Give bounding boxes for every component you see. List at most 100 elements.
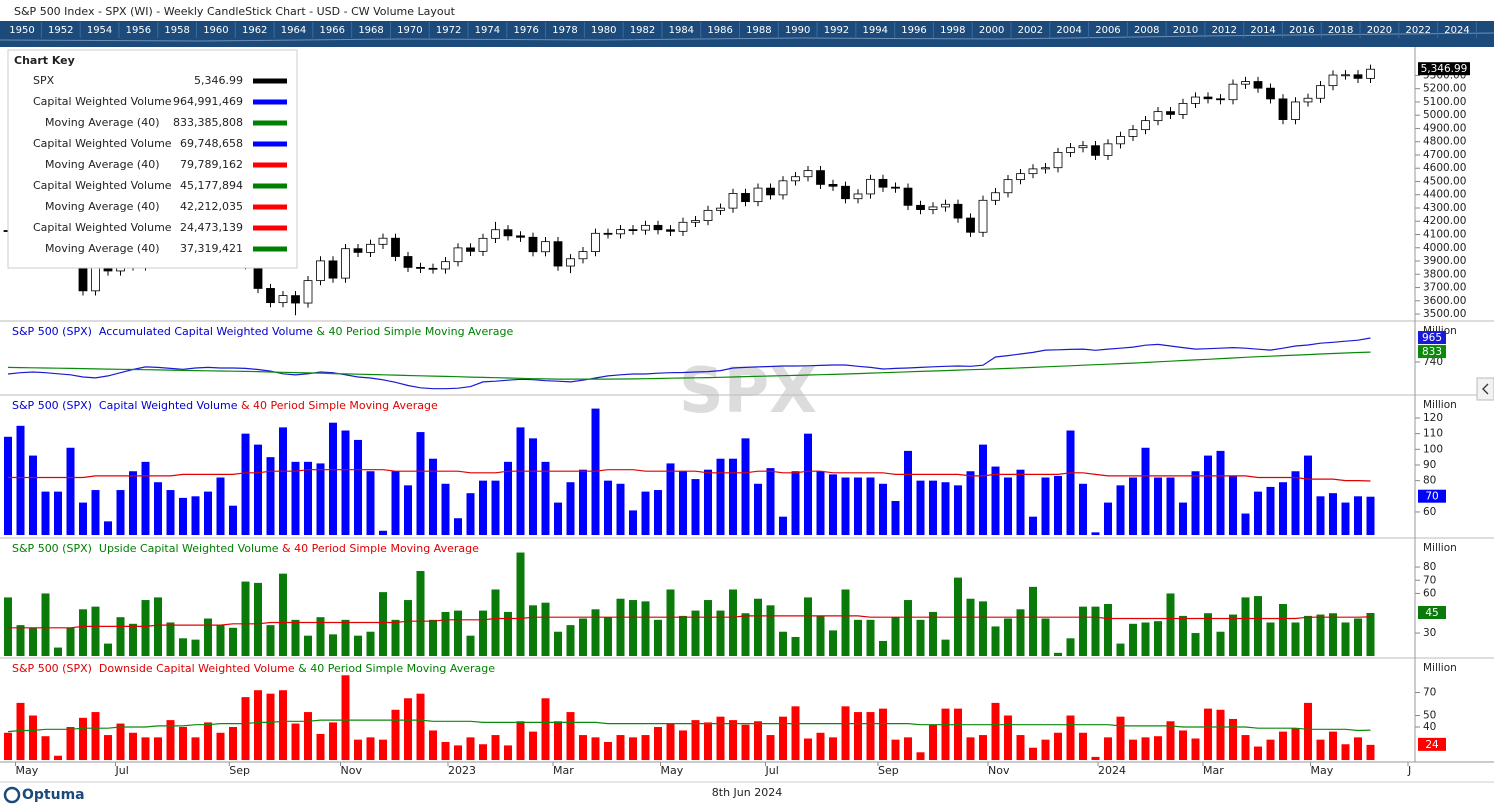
volume-bar — [466, 737, 475, 760]
year-label: 1958 — [164, 25, 189, 36]
volume-bar — [829, 737, 837, 760]
volume-bar — [241, 581, 250, 656]
volume-bar — [216, 625, 225, 656]
candle-body — [1091, 145, 1100, 156]
volume-bar — [866, 712, 875, 760]
x-tick-label: Jul — [115, 764, 129, 777]
key-swatch — [253, 78, 287, 84]
candle-body — [1241, 81, 1250, 85]
panel-title: S&P 500 (SPX) Capital Weighted Volume & … — [12, 399, 438, 412]
candle-body — [666, 229, 675, 232]
y-tick-label: 90 — [1423, 459, 1436, 471]
volume-bar — [1004, 715, 1012, 760]
volume-bar — [1191, 471, 1200, 535]
collapse-tab[interactable] — [1476, 377, 1494, 401]
key-label: Moving Average (40) — [45, 242, 160, 255]
volume-bar — [604, 617, 612, 656]
volume-bar — [1129, 739, 1137, 760]
year-label: 1992 — [824, 25, 849, 36]
end-label-box — [1418, 345, 1446, 359]
y-tick-label: 70 — [1423, 687, 1436, 699]
volume-bar — [254, 444, 262, 535]
candle-body — [466, 247, 475, 252]
candle-body — [403, 256, 413, 268]
volume-bar — [1354, 618, 1362, 656]
volume-bar — [1304, 702, 1312, 760]
volume-bar — [1066, 430, 1075, 535]
volume-bar — [741, 438, 750, 535]
volume-bar — [1204, 455, 1212, 535]
volume-bar — [179, 497, 187, 535]
volume-bar — [291, 619, 300, 656]
volume-bar — [779, 631, 787, 656]
volume-bar — [891, 501, 900, 535]
volume-bar — [616, 598, 625, 656]
candle-body — [1053, 152, 1063, 169]
volume-bar — [129, 623, 137, 656]
volume-bar — [866, 619, 875, 656]
year-label: 1988 — [746, 25, 771, 36]
series-line — [7, 351, 1371, 380]
volume-bar — [829, 630, 837, 656]
volume-bar — [1254, 596, 1262, 656]
year-label: 1974 — [475, 25, 500, 36]
x-tick-label: Mar — [1203, 764, 1224, 777]
y-tick-label: 4900.00 — [1423, 122, 1466, 134]
key-swatch — [253, 246, 287, 252]
volume-bar — [854, 619, 862, 656]
volume-bar — [1191, 738, 1200, 760]
footer-date: 8th Jun 2024 — [712, 786, 782, 799]
volume-bar — [716, 610, 725, 656]
volume-bar — [129, 732, 137, 760]
volume-bar — [629, 600, 637, 656]
candle-body — [628, 229, 638, 231]
volume-bar — [816, 471, 825, 535]
candle-body — [578, 251, 588, 260]
key-swatch — [253, 162, 287, 168]
volume-bar — [1229, 614, 1237, 656]
volume-bar — [1016, 469, 1025, 535]
volume-bar — [666, 723, 675, 760]
candle-body — [491, 229, 500, 239]
volume-bar — [1316, 739, 1325, 760]
x-tick-label: Mar — [553, 764, 574, 777]
y-tick-label: 740 — [1423, 356, 1443, 368]
volume-bar — [279, 427, 287, 535]
volume-bar — [1041, 739, 1050, 760]
volume-bar — [1291, 471, 1300, 535]
volume-bar — [1241, 735, 1250, 760]
volume-bar — [704, 469, 712, 535]
year-label: 1952 — [48, 25, 73, 36]
candle-body — [566, 258, 575, 267]
volume-bar — [316, 617, 325, 656]
volume-bar — [554, 502, 562, 535]
volume-bar — [1316, 614, 1325, 656]
year-label: 1984 — [669, 25, 694, 36]
volume-bar — [629, 510, 637, 535]
year-label: 1960 — [203, 25, 228, 36]
volume-bar — [1279, 604, 1287, 656]
year-label: 1976 — [513, 25, 538, 36]
year-label: 2024 — [1444, 25, 1469, 36]
volume-bar — [941, 482, 950, 535]
volume-bar — [791, 636, 800, 656]
key-label: Capital Weighted Volume — [33, 221, 172, 234]
volume-bar — [241, 433, 250, 535]
series-line — [8, 469, 1371, 482]
volume-bar — [754, 598, 762, 656]
end-label-box — [1418, 606, 1446, 620]
y-tick-label: 80 — [1423, 561, 1436, 573]
volume-bar — [554, 631, 562, 656]
volume-bar — [991, 466, 1000, 535]
volume-bar — [879, 640, 887, 656]
y-tick-label: 30 — [1423, 627, 1436, 639]
volume-bar — [1079, 732, 1087, 760]
candle-body — [1203, 96, 1213, 100]
volume-bar — [1091, 756, 1100, 760]
year-label: 2006 — [1095, 25, 1120, 36]
volume-bar — [479, 610, 487, 656]
y-tick-label: 60 — [1423, 506, 1436, 518]
key-value: 79,789,162 — [180, 158, 243, 171]
volume-bar — [29, 455, 37, 535]
volume-bar — [1241, 513, 1250, 535]
